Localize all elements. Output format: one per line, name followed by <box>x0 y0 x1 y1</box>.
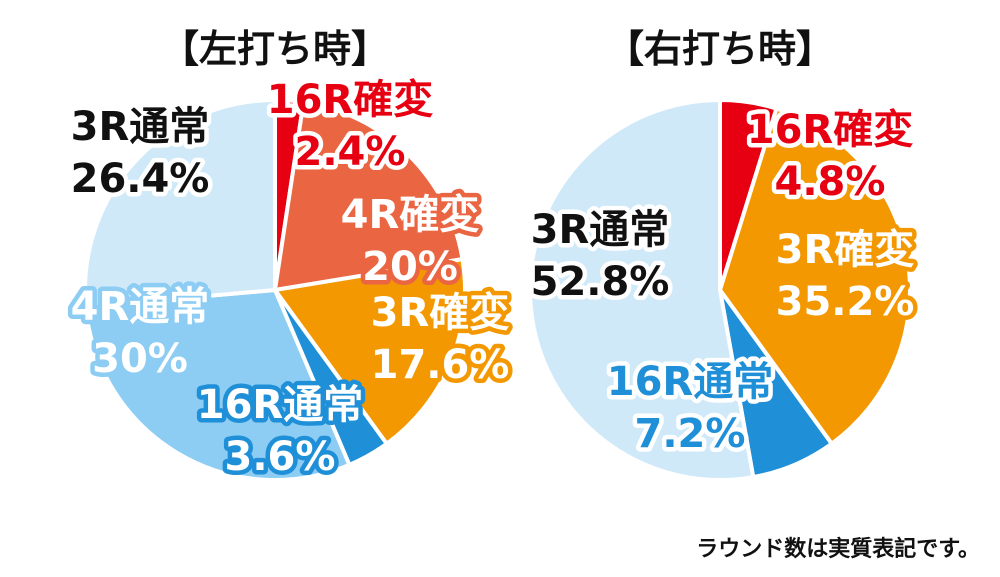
slice-name-label: 16R確変 <box>267 77 433 123</box>
footnote: ラウンド数は実質表記です。 <box>696 537 980 562</box>
slice-value-label: 3.6% <box>225 434 336 480</box>
pie-chart-1: 【左打ち時】 16R確変 2.4% 4R確変 20%3R確変 17.6%16R通常 3.6%… <box>66 27 514 485</box>
slice-value-label: 20% <box>362 244 458 290</box>
slice-name-label: 16R確変 <box>747 107 913 153</box>
slice-value-label: 26.4% <box>71 156 210 202</box>
chart-title: 【左打ち時】 <box>161 27 389 71</box>
slice-value-label: 4.8% <box>775 159 886 205</box>
pie-slice <box>83 288 352 482</box>
pie-slice <box>528 98 756 482</box>
slice-value-label: 7.2% <box>635 411 746 457</box>
pie-slice <box>273 257 467 446</box>
slice-name-label: 3R通常 <box>531 207 670 253</box>
chart-title: 【右打ち時】 <box>606 27 834 71</box>
pie-chart-2: 【右打ち時】 16R確変 4.8% 3R確変 35.2%16R通常 7.2% 3R通常 52.… <box>526 27 919 482</box>
pie-slice <box>718 106 912 446</box>
pie-slice <box>273 100 465 292</box>
slice-name-label: 3R通常 <box>71 104 210 150</box>
slice-name-label: 16R通常 <box>607 359 773 405</box>
slice-value-label: 2.4% <box>295 129 406 175</box>
slice-name-label: 4R通常 <box>71 284 210 330</box>
slice-name-label: 4R確変 <box>341 192 480 238</box>
slice-value-label: 35.2% <box>776 279 915 325</box>
slice-name-label: 3R確変 <box>776 227 915 273</box>
pie-slice <box>83 98 277 309</box>
slice-name-label: 3R確変 <box>371 290 510 336</box>
slice-value-label: 52.8% <box>531 259 670 305</box>
slice-name-label: 16R通常 <box>197 382 363 428</box>
slice-value-label: 30% <box>92 336 188 382</box>
slice-value-label: 17.6% <box>371 342 510 388</box>
